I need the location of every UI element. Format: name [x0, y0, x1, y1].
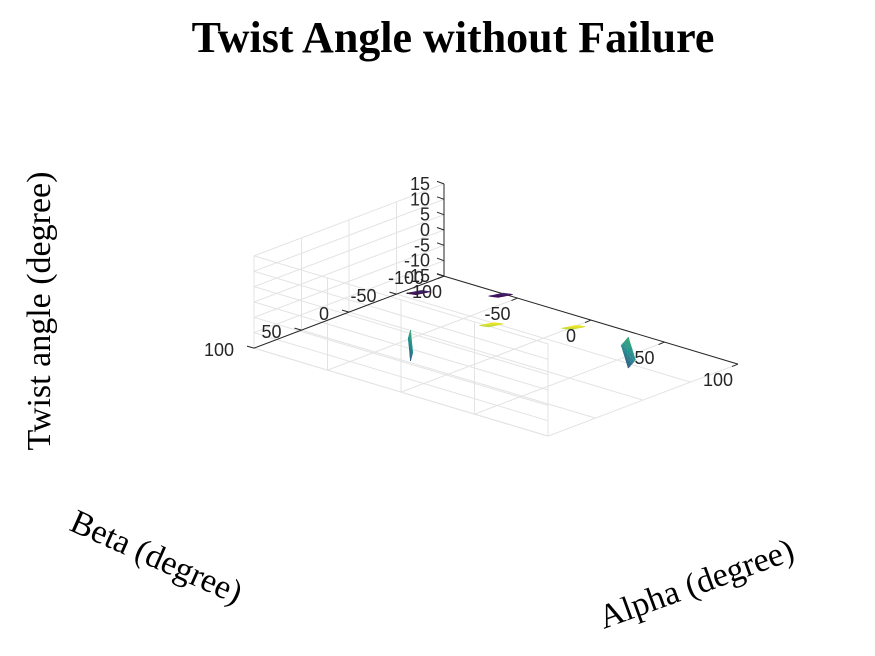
- x-tick-label: 0: [566, 326, 576, 346]
- y-tick-mark: [389, 291, 397, 295]
- surface-cell: [419, 290, 423, 292]
- z-tick-label: 10: [410, 189, 430, 209]
- wall-grid-z: [253, 347, 549, 437]
- surface-cell: [410, 330, 412, 336]
- wall-grid-z: [253, 260, 445, 334]
- y-tick-label: 0: [319, 304, 329, 324]
- wall-grid-z: [253, 214, 445, 288]
- wall-grid-z: [253, 270, 549, 360]
- y-axis-label: Beta (degree): [65, 503, 248, 612]
- z-tick-mark: [436, 227, 445, 231]
- surface-patches: [406, 290, 636, 369]
- surface-cell: [501, 292, 505, 295]
- wall-grid-z: [253, 244, 445, 318]
- surface-back: [479, 322, 504, 328]
- wall-grid-z: [253, 183, 445, 257]
- x-tick-label: 50: [634, 348, 654, 368]
- floor-grid-y: [301, 329, 596, 419]
- wall-grid-z: [253, 255, 549, 345]
- wall-grid-z: [253, 332, 549, 422]
- x-tick-mark: [658, 341, 665, 346]
- z-tick-mark: [436, 196, 445, 200]
- z-axis-label: Twist angle (degree): [21, 172, 58, 451]
- wall-grid-z: [253, 316, 549, 406]
- wall-grid-z: [253, 286, 549, 376]
- z-tick-label: 5: [420, 205, 430, 225]
- surface-cell: [574, 324, 578, 327]
- y-tick-label: 50: [261, 322, 281, 342]
- wall-grid-z: [253, 301, 549, 391]
- z-tick-mark: [436, 242, 445, 246]
- surface-left: [406, 290, 431, 296]
- surface-cell: [491, 322, 496, 324]
- z-tick-label: -15: [404, 266, 430, 286]
- x-tick-mark: [437, 275, 445, 280]
- wall-grid-z: [253, 229, 445, 303]
- z-tick-label: -10: [404, 251, 430, 271]
- y-tick-label: -50: [350, 286, 376, 306]
- chart-title: Twist Angle without Failure: [192, 13, 715, 62]
- surface-cell: [628, 337, 631, 344]
- z-tick-mark: [436, 273, 445, 277]
- y-tick-mark: [294, 327, 302, 331]
- x-tick-mark: [511, 297, 518, 302]
- x-axis-label: Alpha (degree): [594, 532, 799, 637]
- x-tick-label: -100: [406, 282, 442, 302]
- x-tick-mark: [731, 363, 739, 368]
- surface-top-right: [561, 324, 586, 330]
- y-tick-label: 100: [204, 340, 234, 360]
- z-tick-label: -5: [414, 235, 430, 255]
- x-tick-label: -50: [484, 304, 510, 324]
- surface-cell: [410, 335, 412, 342]
- x-tick-mark: [584, 319, 592, 324]
- y-tick-mark: [341, 309, 350, 313]
- floor-grid-y: [348, 311, 644, 401]
- y-tick-label: -100: [388, 268, 424, 288]
- wall-grid-z: [253, 198, 445, 272]
- z-tick-mark: [436, 257, 445, 262]
- z-tick-label: 0: [420, 220, 430, 240]
- axis-lines: [246, 180, 739, 368]
- surface-right: [620, 337, 636, 369]
- surface-back-left: [407, 330, 414, 361]
- z-tick-label: 15: [410, 174, 430, 194]
- floor-grid-y: [396, 293, 691, 383]
- surface-front: [488, 292, 513, 298]
- y-tick-mark: [246, 345, 255, 349]
- x-tick-label: 100: [703, 370, 733, 390]
- z-tick-mark: [436, 211, 445, 216]
- z-tick-mark: [436, 180, 445, 185]
